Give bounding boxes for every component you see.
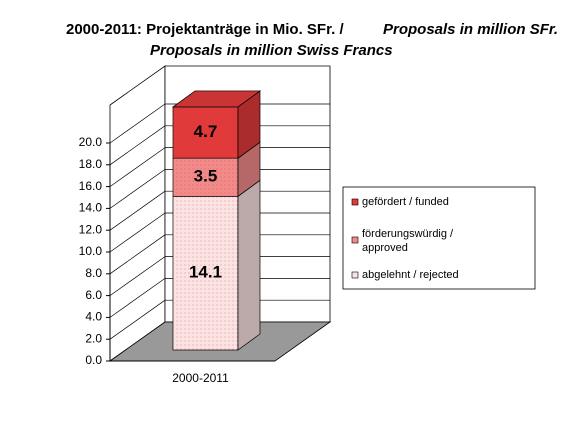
legend-label: abgelehnt / rejected xyxy=(362,269,459,281)
y-tick-label: 8.0 xyxy=(85,266,102,280)
chart-title: 2000-2011: Projektanträge in Mio. SFr. / xyxy=(66,21,344,38)
grid-line xyxy=(109,125,166,166)
data-label: 4.7 xyxy=(194,122,218,141)
legend-label: gefördert / funded xyxy=(362,196,449,208)
y-tick-label: 16.0 xyxy=(79,179,103,193)
grid-line xyxy=(109,147,166,187)
chart-subtitle: Proposals in million Swiss Francs xyxy=(150,42,393,59)
bar-texture xyxy=(173,106,238,159)
bar-texture xyxy=(173,158,238,197)
legend-label-line: approved xyxy=(362,242,408,254)
legend-swatch xyxy=(351,236,359,244)
grid-line xyxy=(109,278,166,318)
grid-line xyxy=(109,299,166,340)
y-tick-label: 18.0 xyxy=(79,157,103,171)
y-tick-label: 2.0 xyxy=(85,331,102,345)
grid-line xyxy=(109,256,166,296)
grid-line xyxy=(109,169,166,209)
data-label: 14.1 xyxy=(189,263,222,282)
grid-line xyxy=(109,190,166,231)
legend-box xyxy=(342,186,536,290)
data-label: 3.5 xyxy=(194,167,218,186)
chart-subtitle: Proposals in million SFr. xyxy=(383,21,558,38)
bar-top xyxy=(171,90,262,108)
bar-side xyxy=(237,179,261,351)
x-tick-label: 2000-2011 xyxy=(172,371,229,385)
legend-swatch xyxy=(351,198,359,206)
legend-label-line: förderungswürdig / xyxy=(362,228,454,240)
y-tick-label: 14.0 xyxy=(79,201,103,215)
bar-texture xyxy=(173,196,238,350)
y-tick-label: 6.0 xyxy=(85,288,102,302)
grid-line xyxy=(109,212,166,253)
y-tick-label: 4.0 xyxy=(85,310,102,324)
y-tick-label: 12.0 xyxy=(79,222,103,236)
y-tick-label: 20.0 xyxy=(79,135,103,149)
grid-line xyxy=(109,103,166,144)
y-tick-label: 0.0 xyxy=(85,353,102,367)
grid-line xyxy=(109,234,166,275)
y-tick-label: 10.0 xyxy=(79,244,103,258)
legend-swatch xyxy=(351,271,359,279)
legend-label: förderungswürdig / approved xyxy=(362,228,454,254)
